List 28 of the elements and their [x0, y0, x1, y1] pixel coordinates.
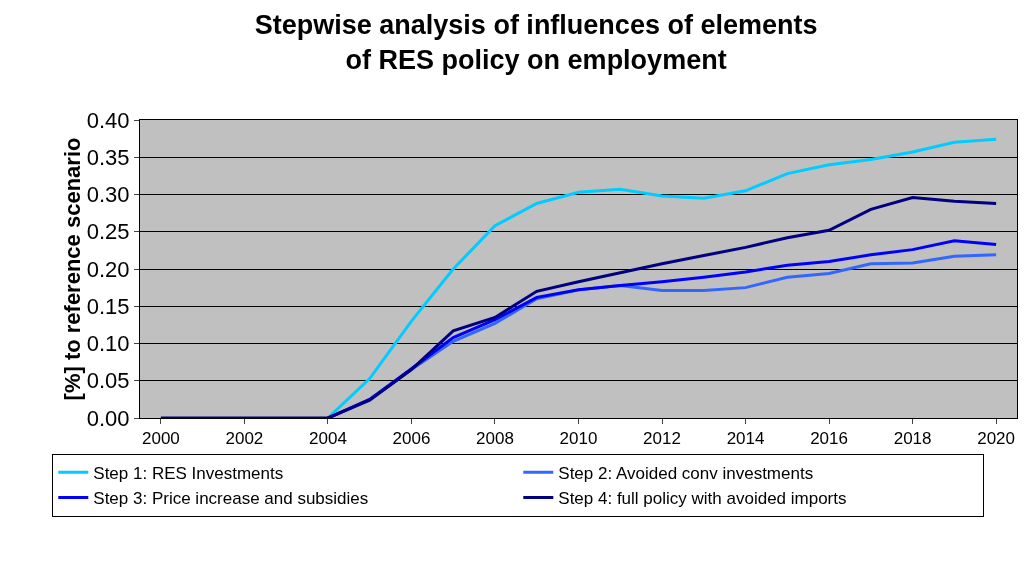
line-series — [159, 195, 998, 418]
y-axis-title: [%] to reference scenario — [59, 137, 85, 401]
x-tick-label: 2000 — [141, 429, 180, 449]
y-tick-label: 0.25 — [86, 219, 130, 245]
x-tick-label: 2020 — [977, 429, 1016, 449]
x-tick-label: 2010 — [559, 429, 598, 449]
x-tick-label: 2018 — [893, 429, 932, 449]
x-tick-label: 2002 — [225, 429, 264, 449]
legend-label: Step 4: full policy with avoided imports — [558, 489, 847, 509]
y-tick-label: 0.10 — [86, 331, 130, 357]
legend-label: Step 3: Price increase and subsidies — [93, 489, 369, 509]
y-tick-label: 0.00 — [86, 405, 130, 431]
x-tick-label: 2016 — [810, 429, 848, 449]
x-tick-label: 2012 — [643, 429, 681, 449]
legend-label: Step 1: RES Investments — [93, 463, 284, 483]
y-tick-label: 0.30 — [86, 182, 130, 208]
y-tick-label: 0.15 — [86, 293, 130, 319]
y-tick-label: 0.20 — [86, 256, 130, 282]
x-tick-label: 2008 — [476, 429, 514, 449]
x-tick-label: 2014 — [726, 429, 765, 449]
y-tick-label: 0.05 — [86, 368, 130, 394]
x-tick-label: 2006 — [392, 429, 431, 449]
y-tick-label: 0.35 — [86, 144, 130, 170]
y-tick-label: 0.40 — [86, 107, 130, 133]
x-tick-label: 2004 — [309, 429, 347, 449]
legend-label: Step 2: Avoided conv investments — [558, 463, 814, 483]
line-series — [326, 137, 998, 418]
chart-title: Stepwise analysis of influences of elements of RES policy on employment — [254, 10, 818, 76]
